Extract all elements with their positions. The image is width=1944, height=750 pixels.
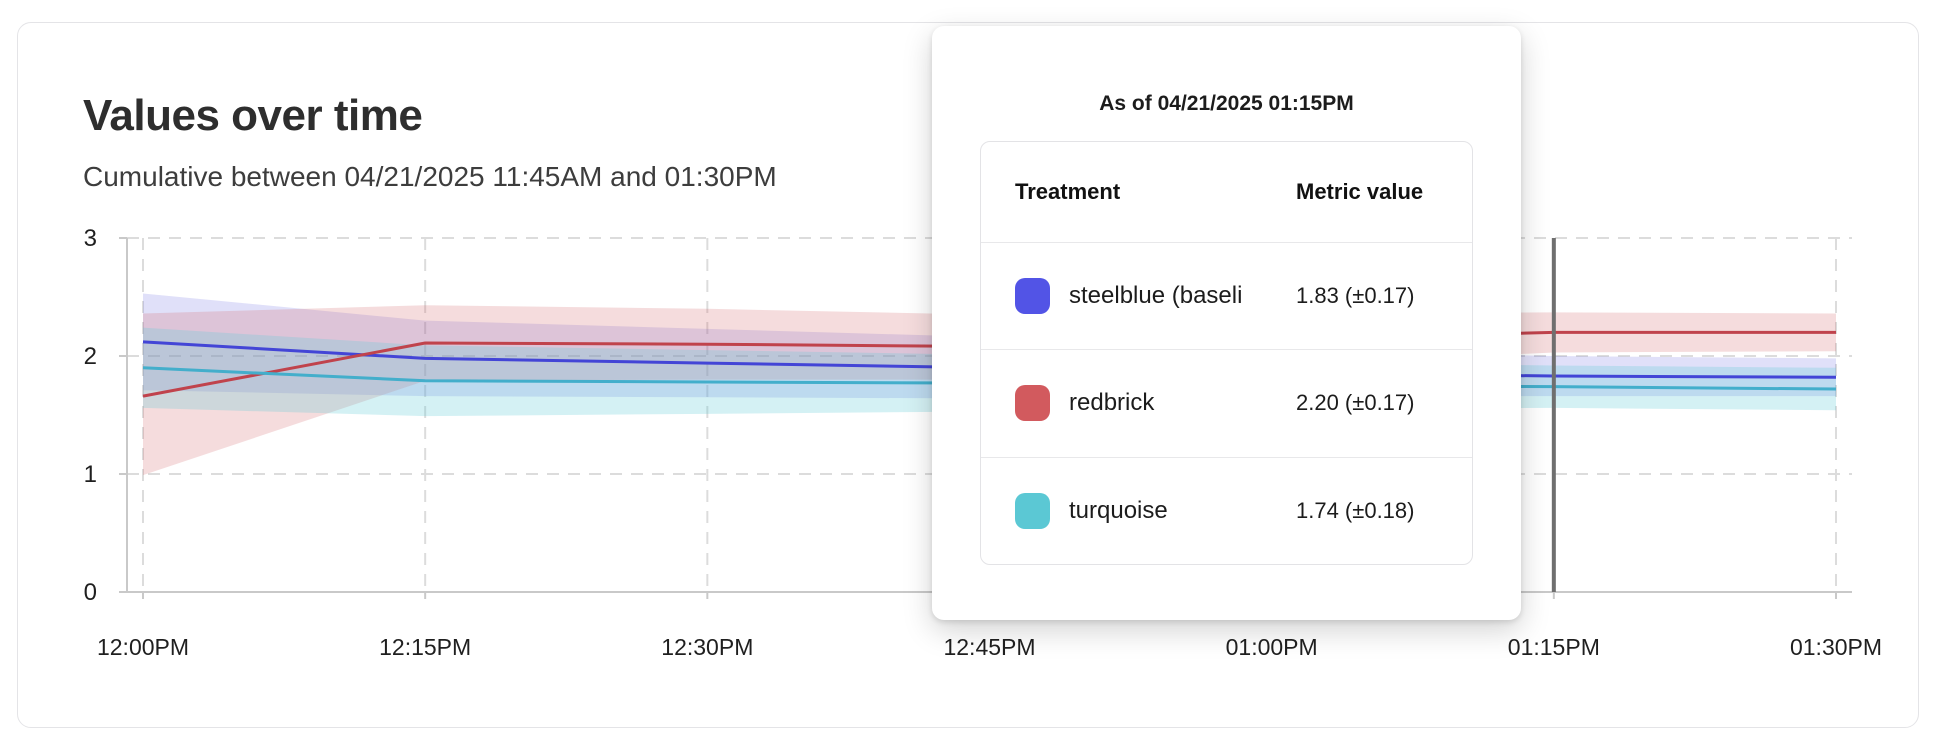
series-name: turquoise: [1069, 496, 1168, 524]
treatment-column-header: Treatment: [1015, 178, 1121, 204]
metric-column-header: Metric value: [1296, 178, 1424, 204]
chart-title: Values over time: [83, 91, 423, 140]
series-value: 2.20 (±0.17): [1296, 390, 1415, 416]
turquoise-swatch: [1015, 492, 1050, 529]
series-value: 1.83 (±0.17): [1296, 282, 1415, 308]
tooltip-row-redbrick: redbrick 2.20 (±0.17): [981, 349, 1472, 456]
chart-subtitle: Cumulative between 04/21/2025 11:45AM an…: [83, 161, 777, 192]
tooltip-row-turquoise: turquoise 1.74 (±0.18): [981, 456, 1472, 564]
x-tick-label-01:00PM: 01:00PM: [1226, 634, 1318, 660]
y-tick-label-0: 0: [84, 579, 97, 606]
y-tick-label-2: 2: [84, 343, 97, 370]
steelblue-swatch: [1015, 277, 1050, 314]
x-tick-label-12:00PM: 12:00PM: [97, 634, 189, 660]
series-name: redbrick: [1069, 389, 1155, 417]
tooltip-row-steelblue: steelblue (baseli 1.83 (±0.17): [981, 241, 1472, 349]
x-tick-label-12:30PM: 12:30PM: [661, 634, 753, 660]
x-tick-label-01:15PM: 01:15PM: [1508, 634, 1600, 660]
y-tick-label-1: 1: [84, 461, 97, 488]
y-tick-label-3: 3: [84, 225, 97, 252]
redbrick-swatch: [1015, 385, 1050, 422]
series-name: steelblue (baseli: [1069, 281, 1243, 309]
tooltip-header-row: Treatment Metric value: [981, 142, 1472, 242]
x-tick-label-12:45PM: 12:45PM: [943, 634, 1035, 660]
tooltip: As of 04/21/2025 01:15PM Treatment Metri…: [932, 26, 1521, 620]
tooltip-table: Treatment Metric value steelblue (baseli…: [980, 141, 1473, 565]
series-value: 1.74 (±0.18): [1296, 497, 1415, 523]
x-tick-label-01:30PM: 01:30PM: [1790, 634, 1882, 660]
tooltip-title: As of 04/21/2025 01:15PM: [1099, 92, 1354, 115]
x-tick-label-12:15PM: 12:15PM: [379, 634, 471, 660]
